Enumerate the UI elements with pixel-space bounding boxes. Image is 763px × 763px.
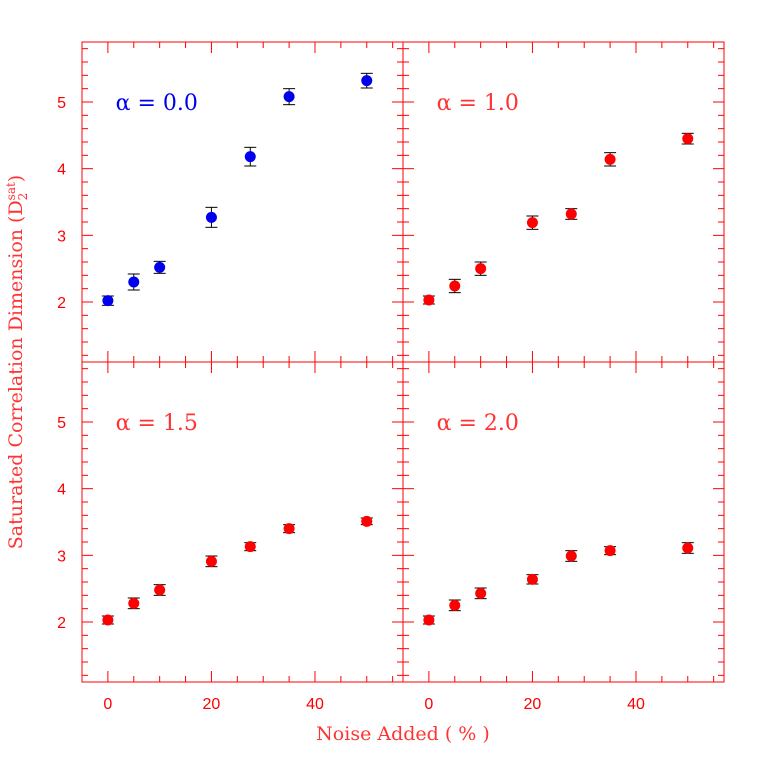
panel-label: α = 0.0 xyxy=(116,91,198,116)
data-point xyxy=(283,523,296,535)
data-marker xyxy=(154,584,166,596)
data-marker xyxy=(102,295,114,307)
data-point xyxy=(153,584,166,596)
data-marker xyxy=(565,208,577,220)
data-point xyxy=(448,599,461,612)
data-marker xyxy=(604,545,616,557)
data-point xyxy=(244,146,257,167)
data-point xyxy=(474,261,487,276)
tick-labels: 2 3 4 5 2 3 4 5 0 20 40 0 20 40 xyxy=(57,95,645,713)
panel-2: α = 1.0 xyxy=(402,41,725,363)
data-point xyxy=(526,215,539,230)
data-marker xyxy=(526,217,538,229)
data-point xyxy=(153,260,166,274)
data-marker xyxy=(205,555,217,567)
data-point xyxy=(127,597,140,610)
data-marker xyxy=(449,599,461,611)
data-marker xyxy=(205,211,217,223)
data-marker xyxy=(244,151,256,163)
panels-layer: α = 0.0 α = 1.0 α = 1.5 α = 2.0 xyxy=(81,41,725,683)
data-point xyxy=(422,614,435,626)
data-point xyxy=(422,294,435,306)
x-axis-title: Noise Added ( % ) xyxy=(316,723,490,745)
panel-3: α = 1.5 xyxy=(81,361,404,683)
data-marker xyxy=(283,91,295,103)
y-tick-label: 3 xyxy=(57,548,66,565)
data-marker xyxy=(682,542,694,554)
data-marker xyxy=(128,276,140,288)
y-tick-label: 5 xyxy=(57,415,66,432)
panel-label: α = 2.0 xyxy=(437,411,519,436)
data-point xyxy=(101,614,114,626)
x-tick-label: 20 xyxy=(524,696,542,713)
data-marker xyxy=(361,515,373,527)
data-point xyxy=(681,132,694,145)
data-point xyxy=(205,206,218,228)
panel-frame xyxy=(81,41,404,363)
data-marker xyxy=(423,294,435,306)
data-point xyxy=(101,295,114,307)
data-marker xyxy=(604,153,616,165)
data-marker xyxy=(244,541,256,553)
data-point xyxy=(205,555,218,568)
y-tick-label: 2 xyxy=(57,615,66,632)
data-marker xyxy=(682,133,694,145)
data-marker xyxy=(102,614,114,626)
data-marker xyxy=(128,597,140,609)
data-point xyxy=(448,278,461,294)
data-point xyxy=(526,573,539,585)
y-tick-label: 3 xyxy=(57,228,66,245)
panel-4: α = 2.0 xyxy=(402,361,725,683)
y-tick-label: 5 xyxy=(57,95,66,112)
data-marker xyxy=(475,587,487,599)
data-marker xyxy=(526,573,538,585)
data-marker xyxy=(154,261,166,273)
data-point xyxy=(127,273,140,291)
data-point xyxy=(681,542,694,554)
data-point xyxy=(604,152,617,167)
panel-label: α = 1.5 xyxy=(116,411,198,436)
x-tick-label: 0 xyxy=(103,696,112,713)
y-tick-label: 4 xyxy=(57,482,66,499)
data-point xyxy=(360,515,373,527)
y-axis-title: Saturated Correlation Dimension (D2sat) xyxy=(4,175,30,549)
data-marker xyxy=(475,263,487,275)
x-tick-label: 0 xyxy=(424,696,433,713)
x-tick-label: 40 xyxy=(627,696,645,713)
data-point xyxy=(244,541,257,553)
data-marker xyxy=(361,75,373,87)
panel-label: α = 1.0 xyxy=(437,91,519,116)
panel-ticks xyxy=(82,362,403,682)
panel-ticks xyxy=(403,362,724,682)
x-tick-label: 20 xyxy=(203,696,221,713)
data-marker xyxy=(565,550,577,562)
x-tick-label: 40 xyxy=(306,696,324,713)
data-point xyxy=(360,72,373,89)
data-point xyxy=(474,587,487,600)
y-tick-label: 4 xyxy=(57,162,66,179)
panel-1: α = 0.0 xyxy=(81,41,404,363)
data-point xyxy=(565,208,578,220)
panel-frame xyxy=(81,361,404,683)
y-tick-label: 2 xyxy=(57,295,66,312)
panel-ticks xyxy=(82,42,403,362)
panel-ticks xyxy=(403,42,724,362)
panel-frame xyxy=(402,361,725,683)
data-marker xyxy=(283,523,295,535)
data-point xyxy=(565,550,578,562)
data-point xyxy=(604,545,617,557)
panel-frame xyxy=(402,41,725,363)
data-marker xyxy=(423,614,435,626)
data-point xyxy=(283,88,296,106)
data-marker xyxy=(449,280,461,292)
